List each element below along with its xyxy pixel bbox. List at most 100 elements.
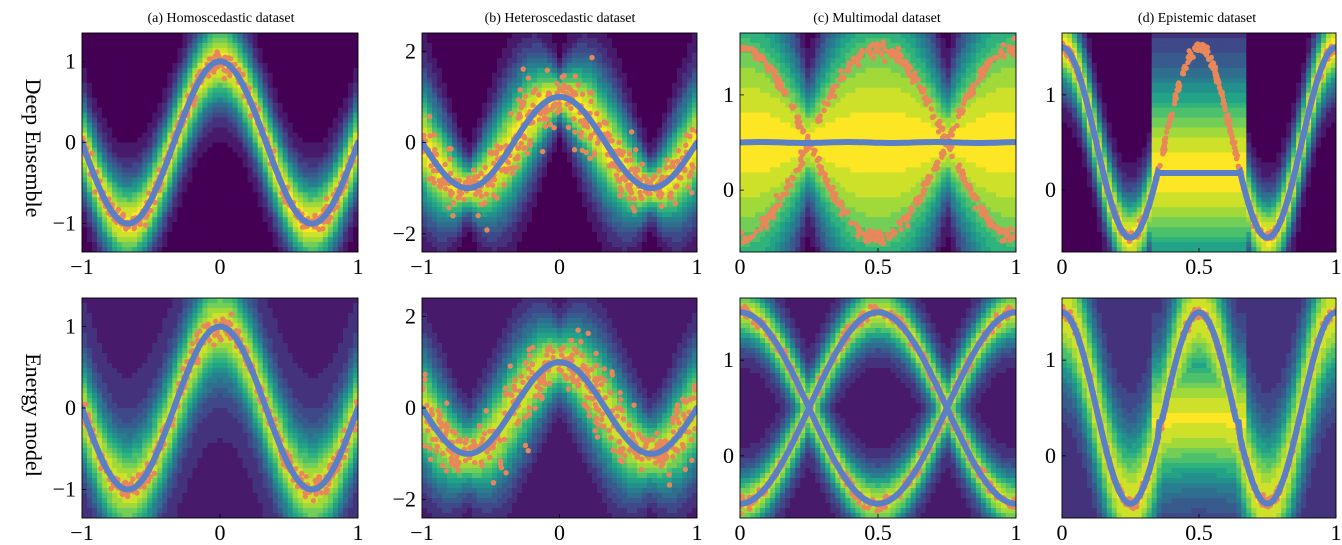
data-point (689, 457, 695, 464)
data-point (1173, 95, 1179, 102)
data-point (556, 366, 562, 372)
data-point (1197, 44, 1203, 50)
data-point (775, 202, 781, 208)
data-point (838, 68, 844, 74)
x-tick-label: −1 (70, 520, 93, 545)
data-point (509, 392, 515, 398)
heatmap-field (1062, 298, 1336, 518)
data-point (525, 447, 531, 454)
data-point (201, 323, 207, 329)
data-point (682, 167, 688, 174)
data-point (526, 353, 533, 359)
data-point (428, 163, 434, 169)
data-point (580, 362, 586, 369)
data-point (789, 105, 796, 111)
heatmap-field (740, 298, 1016, 518)
data-point (484, 227, 490, 233)
data-point (923, 94, 929, 100)
data-point (654, 442, 660, 448)
data-point (753, 229, 759, 235)
data-point (568, 337, 575, 344)
prediction-line-0 (82, 58, 358, 227)
data-point (844, 323, 851, 330)
data-point (689, 126, 696, 133)
data-point (585, 330, 591, 337)
data-point (1167, 117, 1173, 123)
data-point (912, 199, 919, 205)
data-point (454, 463, 461, 470)
data-point (897, 219, 904, 225)
data-point (195, 360, 201, 366)
data-point (632, 147, 639, 153)
data-point (557, 346, 564, 353)
data-point (996, 229, 1002, 236)
data-point (593, 382, 599, 388)
data-point (433, 436, 439, 443)
data-point (798, 155, 804, 162)
heatmap-field (422, 298, 697, 518)
data-point (968, 86, 974, 93)
data-point (556, 105, 563, 112)
data-point (592, 427, 598, 434)
data-point (974, 194, 980, 201)
data-point (927, 97, 933, 104)
data-point (631, 208, 638, 214)
data-point (623, 157, 630, 164)
data-point (880, 240, 887, 247)
y-tick-label: 1 (723, 82, 734, 107)
data-point (1175, 87, 1181, 94)
heatmap-field (82, 298, 358, 518)
data-point (1228, 132, 1235, 138)
data-point (476, 423, 483, 429)
data-point (589, 366, 595, 373)
x-tick-label: 1 (353, 520, 364, 545)
data-point (1161, 137, 1168, 143)
data-point (523, 360, 529, 366)
data-point (675, 147, 682, 154)
data-point (626, 195, 632, 201)
y-tick-label: 2 (405, 303, 416, 328)
data-point (841, 209, 848, 216)
data-point (522, 93, 529, 99)
data-point (550, 348, 556, 355)
data-point (616, 439, 622, 445)
data-point (616, 139, 622, 146)
data-point (690, 164, 696, 171)
data-point (433, 151, 440, 158)
data-point (546, 91, 553, 97)
data-point (443, 186, 449, 192)
data-point (861, 231, 868, 238)
data-point (961, 176, 968, 182)
data-point (768, 64, 775, 70)
data-point (532, 405, 538, 411)
data-point (447, 156, 453, 162)
data-point (1160, 144, 1167, 151)
data-point (1222, 104, 1228, 111)
data-point (658, 203, 665, 210)
data-point (491, 176, 498, 183)
data-point (741, 234, 748, 241)
data-point (912, 70, 918, 76)
data-point (527, 138, 533, 144)
data-point (692, 425, 697, 432)
data-point (670, 159, 676, 166)
data-point (659, 460, 666, 467)
data-point (641, 173, 647, 180)
data-point (592, 401, 599, 408)
data-point (613, 172, 620, 178)
data-point (518, 104, 524, 111)
data-point (490, 444, 496, 451)
data-point (425, 428, 431, 434)
data-point (746, 237, 752, 243)
data-point (662, 438, 668, 444)
data-point (214, 49, 220, 55)
data-point (502, 391, 509, 398)
data-point (135, 472, 142, 478)
y-tick-label: 0 (723, 443, 734, 468)
x-tick-label: 0.5 (864, 520, 892, 545)
data-point (949, 153, 955, 160)
data-point (1213, 71, 1219, 78)
data-point (602, 377, 608, 383)
data-point (870, 55, 876, 61)
